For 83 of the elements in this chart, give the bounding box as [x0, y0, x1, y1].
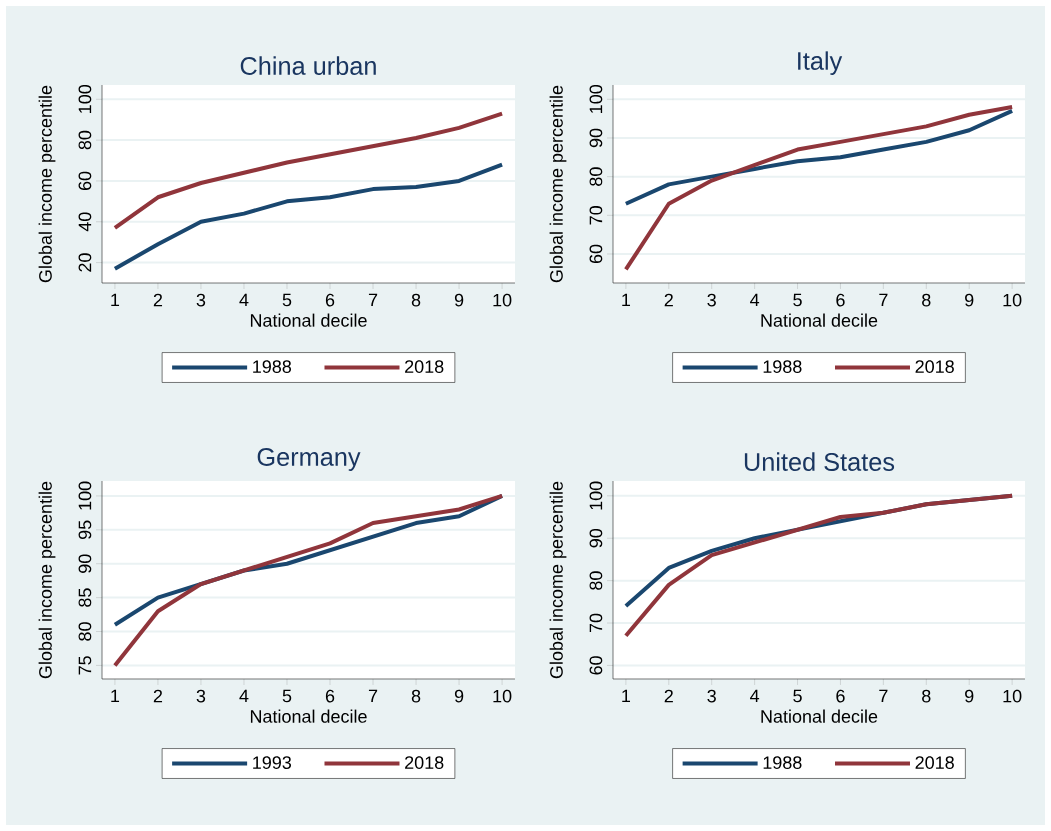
line-series — [623, 108, 1015, 206]
x-tick-label: 9 — [454, 689, 464, 703]
y-tick-label: 95 — [78, 520, 92, 539]
legend-label: 1988 — [763, 360, 802, 373]
y-tick-label: 90 — [78, 554, 92, 573]
chart-title: Italy — [798, 51, 843, 75]
x-tick-label: 4 — [239, 689, 249, 703]
x-tick-label: 7 — [879, 293, 888, 307]
y-tick-label: 100 — [78, 481, 92, 510]
x-tick-label: 6 — [836, 689, 845, 703]
x-tick-label: 2 — [664, 689, 673, 703]
y-tick-label: 80 — [78, 622, 92, 641]
x-tick-label: 4 — [750, 293, 760, 307]
x-tick-label: 3 — [196, 689, 206, 703]
y-tick-label: 100 — [589, 85, 603, 113]
y-tick-label: 80 — [589, 571, 603, 590]
x-tick-label: 8 — [411, 689, 421, 703]
y-tick-label: 75 — [78, 656, 92, 675]
x-tick-label: 8 — [411, 293, 421, 307]
y-axis-title: Global income percentile — [38, 85, 56, 283]
x-tick-label: 1 — [111, 689, 120, 703]
x-tick-label: 10 — [1003, 293, 1022, 307]
y-tick-label: 60 — [78, 171, 92, 191]
x-tick-label: 7 — [879, 689, 888, 703]
legend-label: 1993 — [253, 756, 292, 769]
y-tick-label: 70 — [589, 206, 603, 225]
y-axis-title: Global income percentile — [549, 85, 567, 283]
legend-label: 2018 — [915, 360, 954, 373]
x-tick-label: 3 — [196, 293, 206, 307]
x-tick-label: 2 — [153, 293, 163, 307]
x-tick-label: 2 — [153, 689, 163, 703]
legend-label: 1988 — [253, 360, 292, 373]
x-tick-label: 9 — [965, 293, 974, 307]
y-tick-label: 60 — [589, 656, 603, 675]
x-tick-label: 1 — [111, 293, 120, 307]
x-tick-label: 6 — [325, 689, 335, 703]
x-tick-label: 10 — [1003, 689, 1022, 703]
x-tick-label: 10 — [493, 293, 512, 307]
x-tick-label: 8 — [922, 689, 931, 703]
x-tick-label: 5 — [793, 689, 802, 703]
x-tick-label: 9 — [454, 293, 464, 307]
x-tick-label: 6 — [325, 293, 335, 307]
x-tick-label: 5 — [793, 293, 802, 307]
x-tick-label: 2 — [664, 293, 673, 307]
x-tick-label: 8 — [922, 293, 931, 307]
x-tick-label: 6 — [836, 293, 845, 307]
y-tick-label: 70 — [589, 613, 603, 633]
x-tick-label: 7 — [368, 689, 378, 703]
x-tick-label: 1 — [622, 293, 631, 307]
line-series — [112, 162, 505, 271]
y-tick-label: 20 — [78, 253, 92, 272]
x-tick-label: 1 — [622, 689, 631, 703]
y-tick-label: 90 — [589, 528, 603, 548]
x-tick-label: 5 — [282, 293, 292, 307]
y-tick-label: 100 — [78, 84, 92, 113]
x-tick-label: 10 — [493, 689, 512, 703]
x-axis-title: National decile — [250, 313, 367, 327]
y-axis-title: Global income percentile — [38, 481, 56, 679]
x-tick-label: 4 — [239, 293, 249, 307]
chart-title: United States — [744, 452, 895, 471]
y-tick-label: 60 — [589, 244, 603, 264]
y-tick-label: 85 — [78, 588, 92, 607]
chart-title: Germany — [257, 448, 361, 471]
x-tick-label: 3 — [707, 689, 716, 703]
y-axis-title: Global income percentile — [549, 481, 567, 679]
y-tick-label: 40 — [78, 212, 92, 232]
x-tick-label: 9 — [965, 689, 974, 703]
y-tick-label: 80 — [589, 167, 603, 186]
legend-label: 2018 — [915, 756, 954, 769]
x-axis-title: National decile — [250, 709, 367, 723]
x-tick-label: 3 — [707, 293, 716, 307]
x-tick-label: 4 — [750, 689, 760, 703]
legend-label: 2018 — [405, 756, 444, 769]
x-tick-label: 7 — [368, 293, 378, 307]
x-axis-title: National decile — [761, 313, 878, 327]
legend-label: 1988 — [763, 756, 802, 769]
x-axis-title: National decile — [761, 709, 878, 723]
x-tick-label: 5 — [282, 689, 292, 703]
chart-title: China urban — [240, 56, 376, 75]
y-tick-label: 100 — [589, 481, 603, 510]
y-tick-label: 80 — [78, 130, 92, 150]
y-tick-label: 90 — [589, 128, 603, 148]
legend-label: 2018 — [405, 360, 444, 373]
